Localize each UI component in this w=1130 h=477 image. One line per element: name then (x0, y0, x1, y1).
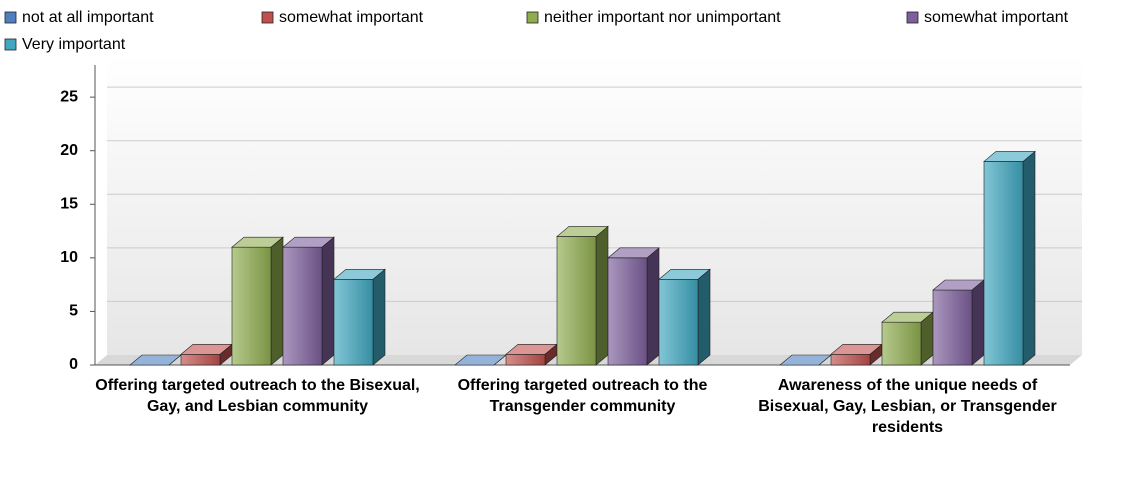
bar-side (646, 247, 660, 366)
bar-top (983, 151, 1036, 162)
legend-label: Very important (22, 36, 126, 53)
bar (231, 246, 272, 366)
y-tick-label: 0 (69, 356, 78, 373)
bar-top (607, 247, 660, 259)
bar (607, 257, 648, 366)
legend-swatch (4, 11, 17, 24)
legend-swatch (261, 11, 274, 24)
bar-side (270, 236, 284, 366)
y-tick-label: 25 (60, 88, 78, 105)
legend-label: not at all important (22, 9, 154, 26)
legend-label: neither important nor unimportant (544, 9, 781, 26)
bar (830, 353, 871, 366)
bar-top (282, 236, 335, 248)
bar-top (658, 268, 711, 280)
bar-top (333, 268, 386, 280)
y-tick-label: 15 (60, 196, 78, 213)
bar (333, 278, 374, 366)
bar (658, 278, 699, 366)
legend-label: somewhat important (924, 9, 1069, 26)
bar-side (697, 268, 711, 366)
bar (505, 353, 546, 366)
y-tick-label: 20 (60, 142, 78, 159)
bar-side (372, 268, 386, 366)
legend-label: somewhat important (279, 9, 424, 26)
x-tick-label-box: Offering targeted outreach to the Bisexu… (95, 377, 420, 415)
legend-swatch (4, 38, 17, 51)
bar (282, 246, 323, 366)
x-tick-label: Offering targeted outreach to the Transg… (457, 377, 708, 415)
x-tick-label-box: Awareness of the unique needs of Bisexua… (758, 377, 1057, 436)
bar-side (321, 236, 335, 366)
bar-side (971, 279, 985, 366)
x-tick-label-box: Offering targeted outreach to the Transg… (457, 377, 708, 415)
bar-top (231, 236, 284, 248)
bar (983, 161, 1024, 366)
bar-side (595, 225, 609, 366)
x-tick-label: Awareness of the unique needs of Bisexua… (758, 377, 1057, 436)
bar (881, 321, 922, 366)
y-tick-label: 5 (69, 303, 78, 320)
legend-swatch (526, 11, 539, 24)
legend-swatch (906, 11, 919, 24)
y-tick-label: 10 (60, 249, 78, 266)
bar (180, 353, 221, 366)
bar-top (556, 226, 609, 237)
bar-side (1022, 150, 1036, 366)
x-tick-label: Offering targeted outreach to the Bisexu… (95, 377, 420, 415)
bar (556, 236, 597, 366)
bar (932, 289, 973, 366)
